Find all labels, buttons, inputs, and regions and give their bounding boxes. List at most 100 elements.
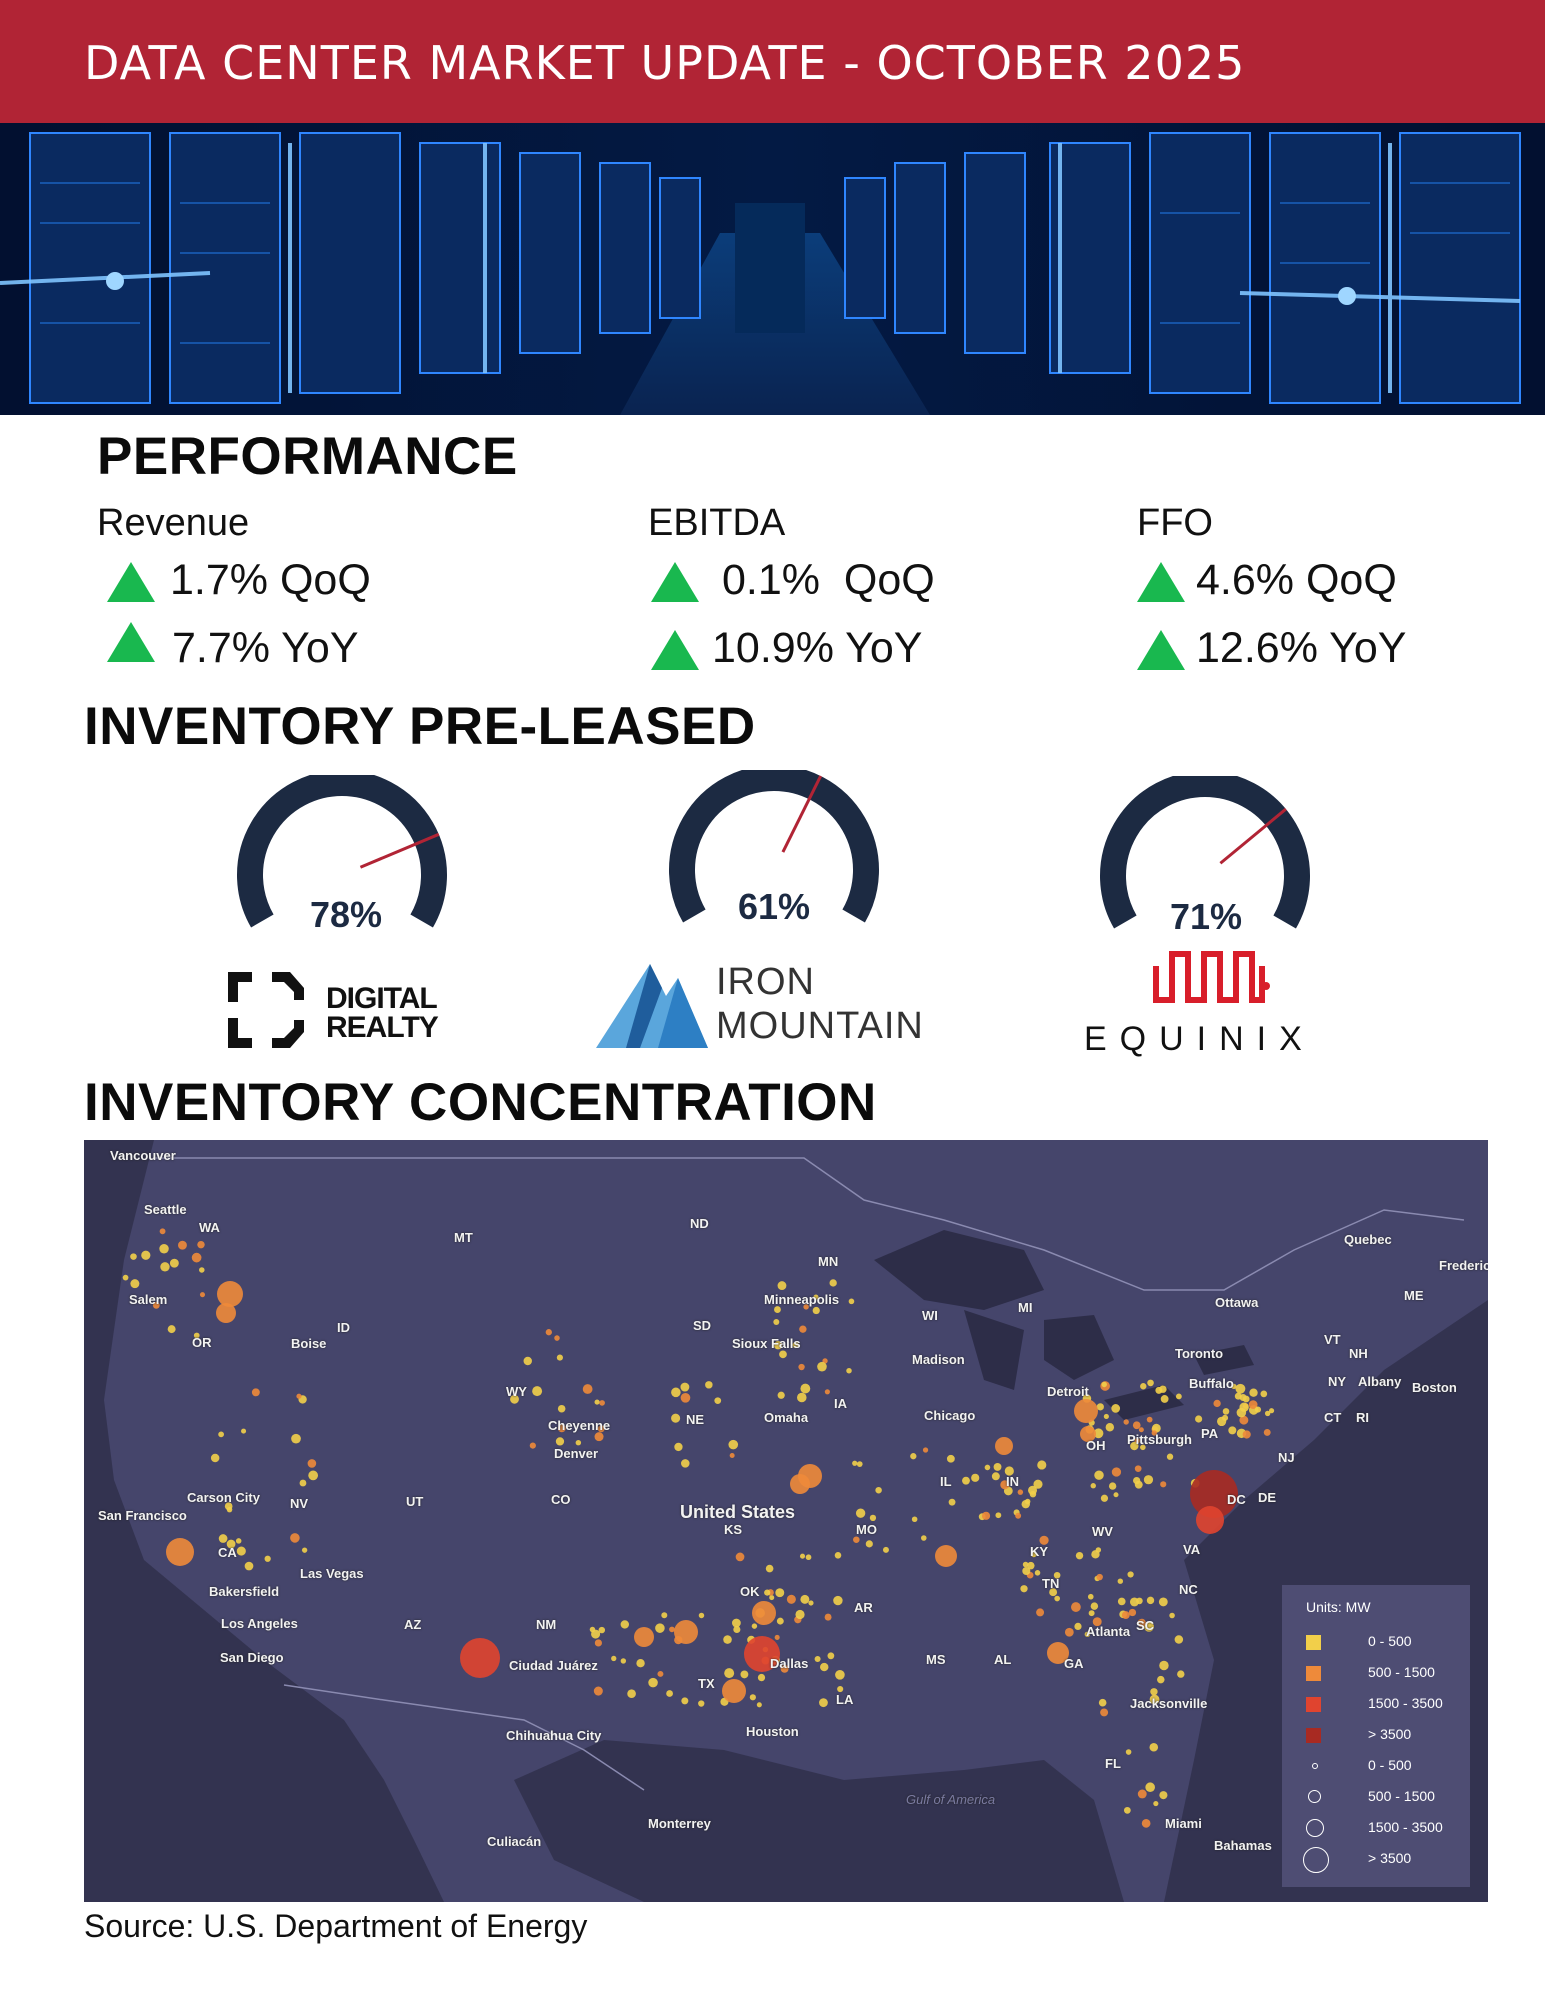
map-label: Carson City (187, 1490, 260, 1505)
inventory-dot (995, 1512, 1002, 1519)
inventory-dot (671, 1413, 681, 1423)
map-label: OK (740, 1584, 760, 1599)
inventory-dot (1047, 1642, 1069, 1664)
map-label: MO (856, 1522, 877, 1537)
inventory-dot (910, 1453, 917, 1460)
inventory-dot (648, 1677, 658, 1688)
inventory-dot (729, 1452, 735, 1458)
inventory-dot (169, 1258, 179, 1268)
legend-circle-icon (1312, 1763, 1318, 1769)
inventory-dot (141, 1250, 151, 1260)
inventory-dot (786, 1594, 796, 1604)
inventory-dot (532, 1386, 543, 1397)
inventory-dot (657, 1670, 664, 1677)
inventory-dot (308, 1470, 319, 1481)
inventory-dot (824, 1389, 830, 1395)
legend-label: > 3500 (1368, 1850, 1412, 1866)
inventory-dot (591, 1629, 601, 1639)
inventory-dot (1159, 1791, 1168, 1800)
inventory-dot (1177, 1670, 1185, 1678)
map-label: NE (686, 1412, 705, 1427)
inventory-dot (1242, 1395, 1250, 1403)
map-label: Las Vegas (300, 1566, 364, 1581)
inventory-dot (594, 1432, 604, 1442)
inventory-dot (790, 1474, 810, 1494)
inventory-dot (599, 1400, 605, 1406)
inventory-dot (1123, 1806, 1131, 1814)
inventory-dot (774, 1306, 781, 1313)
inventory-dot (1239, 1415, 1249, 1425)
inventory-dot (557, 1424, 566, 1433)
legend-color-row: 0 - 500 (1306, 1629, 1466, 1655)
inventory-dot (130, 1253, 137, 1260)
inventory-concentration-title: INVENTORY CONCENTRATION (84, 1073, 877, 1132)
inventory-dot (1054, 1595, 1060, 1602)
inventory-dot (756, 1702, 762, 1708)
map-label: Bakersfield (209, 1584, 280, 1599)
inventory-dot (674, 1620, 698, 1644)
inventory-dot (166, 1538, 194, 1566)
gauge-arc (1100, 776, 1310, 929)
metric-ebitda-label: EBITDA (648, 502, 786, 544)
inventory-dot (1160, 1481, 1167, 1488)
map-label: Gulf of America (906, 1792, 996, 1807)
inventory-map[interactable]: Vancouver Seattle WA Salem OR Boise ID MT WY ND MN… (84, 1140, 1488, 1902)
inventory-dot (666, 1690, 673, 1697)
inventory-dot (1027, 1561, 1035, 1570)
inventory-dot (1153, 1800, 1159, 1807)
legend-size-row: 500 - 1500 (1306, 1784, 1466, 1810)
inventory-dot (1090, 1483, 1096, 1489)
inventory-dot (724, 1668, 735, 1679)
inventory-dot (554, 1335, 560, 1341)
inventory-dot (598, 1626, 606, 1634)
inventory-dot (765, 1564, 774, 1573)
inventory-dot (1036, 1608, 1045, 1617)
inventory-dot (1158, 1597, 1168, 1607)
inventory-dot (796, 1392, 807, 1403)
inventory-dot (1121, 1611, 1130, 1620)
inventory-dot (805, 1554, 812, 1561)
inventory-dot (1088, 1610, 1095, 1617)
metric-revenue-qoq: 1.7% QoQ (170, 556, 371, 604)
inventory-dot (705, 1381, 713, 1389)
inventory-dot (1228, 1426, 1237, 1435)
inventory-dot (510, 1394, 519, 1404)
inventory-dot (800, 1383, 811, 1394)
inventory-dot (846, 1367, 852, 1374)
map-label: NJ (1278, 1450, 1295, 1465)
map-label: KS (724, 1522, 743, 1537)
gauge-iron-mountain-value: 61% (737, 886, 811, 927)
inventory-dot (1101, 1381, 1107, 1388)
inventory-dot (922, 1447, 929, 1453)
map-label: Houston (746, 1724, 799, 1739)
inventory-dot (698, 1700, 705, 1707)
digital-realty-logo: DIGITAL REALTY (228, 972, 448, 1052)
inventory-dot (218, 1431, 225, 1438)
inventory-dot (803, 1304, 809, 1310)
inventory-dot (779, 1350, 787, 1359)
inventory-dot (735, 1552, 745, 1562)
map-label: VT (1324, 1332, 1341, 1347)
map-label: Bahamas (1214, 1838, 1272, 1853)
inventory-dot (130, 1279, 140, 1289)
inventory-dot (199, 1292, 206, 1298)
legend-circle-icon (1308, 1790, 1321, 1803)
map-label: CA (218, 1545, 237, 1560)
legend-size-row: 1500 - 3500 (1306, 1815, 1466, 1841)
map-label: Pittsburgh (1127, 1432, 1192, 1447)
inventory-dot (1080, 1426, 1096, 1442)
inventory-dot (827, 1652, 835, 1660)
inventory-dot (636, 1659, 645, 1668)
digital-realty-line2: REALTY (326, 1011, 439, 1044)
equinix-wordmark: EQUINIX (1084, 1020, 1315, 1058)
inventory-dot (1134, 1480, 1143, 1489)
map-label: AL (994, 1652, 1012, 1667)
map-label: Boston (1412, 1380, 1457, 1395)
inventory-dot (1141, 1819, 1151, 1828)
inventory-dot (1149, 1742, 1159, 1752)
inventory-dot (853, 1536, 860, 1544)
inventory-dot (780, 1664, 789, 1673)
inventory-dot (460, 1638, 500, 1678)
inventory-dot (722, 1679, 746, 1703)
map-label: MI (1018, 1300, 1033, 1315)
